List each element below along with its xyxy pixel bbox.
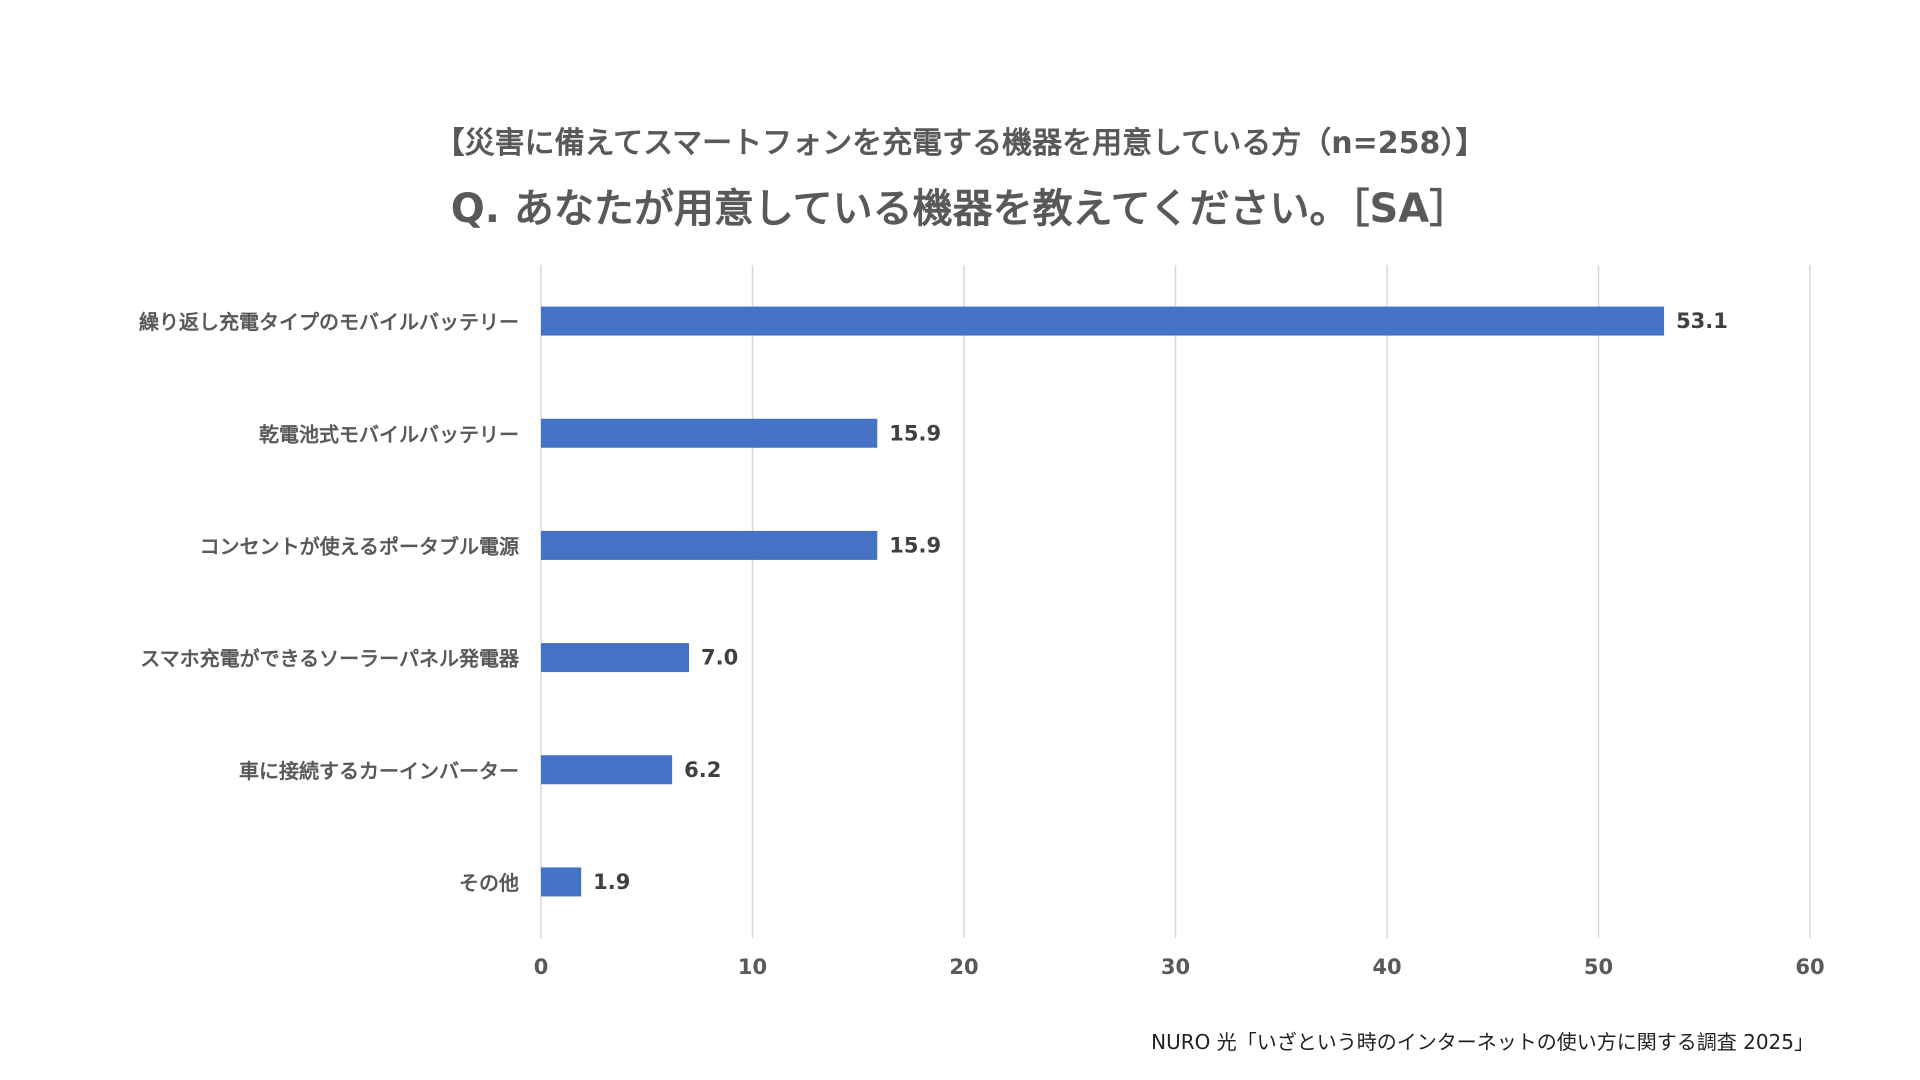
bar — [541, 306, 1665, 336]
category-label: 車に接続するカーインバーター — [239, 759, 519, 783]
x-axis-tick-labels: 0 10 20 30 40 50 60 — [534, 955, 1825, 979]
x-tick-label: 20 — [949, 955, 978, 979]
bar — [541, 755, 673, 785]
category-label: 繰り返し充電タイプのモバイルバッテリー — [139, 310, 519, 334]
value-label: 53.1 — [1676, 309, 1728, 333]
value-label: 7.0 — [701, 646, 738, 670]
x-tick-label: 10 — [738, 955, 767, 979]
chart-subtitle: Q. あなたが用意している機器を教えてください。［SA］ — [450, 186, 1470, 232]
bar — [541, 867, 582, 897]
x-tick-label: 50 — [1584, 955, 1613, 979]
bar — [541, 643, 690, 673]
bars — [541, 306, 1665, 897]
source-note: NURO 光「いざという時のインターネットの使い方に関する調査 2025」 — [1151, 1030, 1814, 1054]
category-label: コンセントが使えるポータブル電源 — [200, 534, 519, 558]
x-tick-label: 40 — [1372, 955, 1401, 979]
value-label: 1.9 — [593, 870, 630, 894]
value-label: 6.2 — [684, 758, 721, 782]
x-tick-label: 0 — [534, 955, 549, 979]
x-tick-label: 60 — [1795, 955, 1824, 979]
bar — [541, 418, 878, 448]
x-tick-label: 30 — [1161, 955, 1190, 979]
bar — [541, 530, 878, 560]
value-label: 15.9 — [889, 421, 941, 445]
category-labels: 繰り返し充電タイプのモバイルバッテリー乾電池式モバイルバッテリーコンセントが使え… — [139, 310, 520, 895]
value-label: 15.9 — [889, 533, 941, 557]
value-labels: 53.1 15.9 15.9 7.0 6.2 1.9 — [593, 309, 1728, 894]
category-label: 乾電池式モバイルバッテリー — [259, 422, 519, 446]
gridlines — [540, 265, 1811, 938]
category-label: その他 — [459, 871, 519, 895]
chart-title: 【災害に備えてスマートフォンを充電する機器を用意している方（n=258）】 — [434, 126, 1486, 161]
category-label: スマホ充電ができるソーラーパネル発電器 — [140, 647, 520, 671]
